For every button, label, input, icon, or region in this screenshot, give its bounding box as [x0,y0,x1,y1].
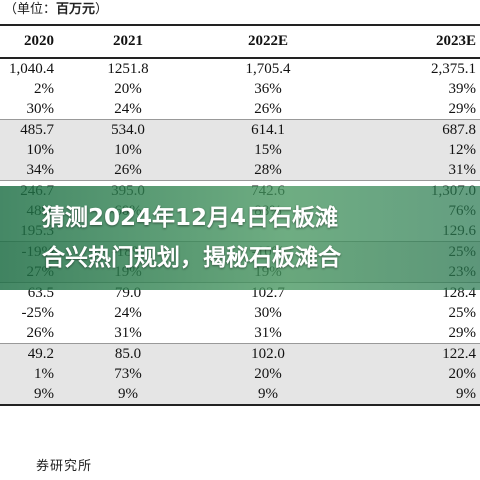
table-cell: 24% [114,305,142,321]
table-cell: 34% [0,160,58,181]
table-row: 2% 20% 36% 39% [0,79,480,99]
table-cell: 20% [114,81,142,97]
table-row: 1,040.4 1251.8 1,705.4 2,375.1 [0,58,480,79]
table-cell: 9% [338,384,480,406]
table-row: 485.7 534.0 614.1 687.8 [0,119,480,140]
table-cell: 29% [338,99,480,120]
table-cell: 28% [198,160,338,181]
table-cell: 1251.8 [107,61,149,77]
table-cell: 10% [58,140,198,160]
table-cell: 687.8 [338,119,480,140]
table-cell: 1,705.4 [245,61,291,77]
table-cell: 102.0 [198,343,338,364]
unit-value: 百万元 [56,2,96,17]
table-cell: 9% [0,384,58,406]
table-cell: 26% [0,323,58,344]
table-cell: 25% [448,305,477,321]
table-cell: 20% [198,364,338,384]
table-cell: 30% [254,305,282,321]
col-header-2020: 2020 [0,24,58,59]
table-row: 34% 26% 28% 31% [0,160,480,181]
table-cell: 31% [338,160,480,181]
table-cell: 15% [198,140,338,160]
table-cell: 30% [0,99,58,120]
table-row: 30% 24% 26% 29% [0,99,480,120]
table-cell: 49.2 [0,343,58,364]
table-cell: 29% [338,323,480,344]
table-cell: 20% [338,364,480,384]
table-header-row: 2020 2021 2022E 2023E [0,24,480,59]
table-row: 26% 31% 31% 29% [0,323,480,344]
table-row: 1% 73% 20% 20% [0,364,480,384]
table-cell: 85.0 [58,343,198,364]
table-cell: 24% [58,99,198,120]
table-cell: 614.1 [198,119,338,140]
unit-note: （单位：百万元） [4,2,109,17]
table-cell: 2,375.1 [431,61,476,77]
table-cell: 12% [338,140,480,160]
table-cell: 9% [198,384,338,406]
table-cell: 31% [58,323,198,344]
table-row: -25% 24% 30% 25% [0,303,480,323]
table-cell: 122.4 [338,343,480,364]
table-cell: 26% [58,160,198,181]
table-cell: 1% [0,364,58,384]
table-row: 9% 9% 9% 9% [0,384,480,406]
table-cell: 10% [0,140,58,160]
col-header-2021: 2021 [58,24,198,59]
source-note: 券研究所 [36,459,93,474]
table-cell: 9% [58,384,198,406]
title-banner [0,186,480,290]
table-cell: 1,040.4 [9,61,54,77]
table-cell: 2% [34,81,54,97]
table-row: 10% 10% 15% 12% [0,140,480,160]
table-cell: 39% [448,81,477,97]
table-cell: 73% [58,364,198,384]
col-header-2022e: 2022E [198,24,338,59]
table-cell: 534.0 [58,119,198,140]
table-cell: 26% [198,99,338,120]
banner-title-line-2: 合兴热门规划，揭秘石板滩合 [42,245,341,271]
table-cell: 31% [198,323,338,344]
table-cell: 485.7 [0,119,58,140]
col-header-2023e: 2023E [338,24,480,59]
table-cell: -25% [21,305,55,321]
table-row: 49.2 85.0 102.0 122.4 [0,343,480,364]
table-cell: 36% [254,81,282,97]
banner-title-line-1: 猜测2024年12月4日石板滩 [42,205,339,231]
